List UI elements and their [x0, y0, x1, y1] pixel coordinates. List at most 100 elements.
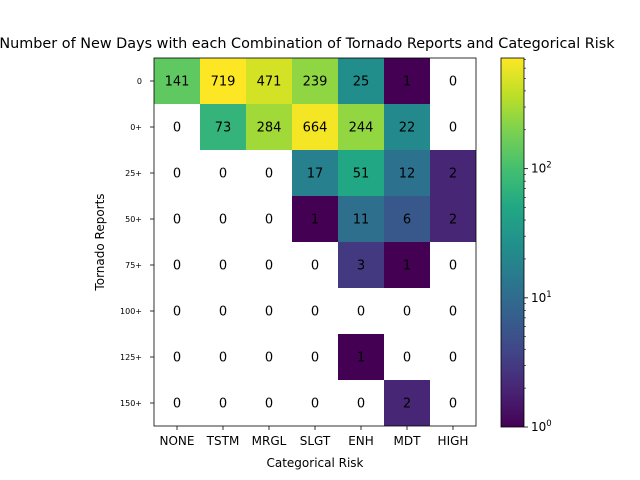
- colorbar-tick-label: 101: [531, 290, 552, 305]
- x-tick-label: SLGT: [300, 434, 331, 448]
- cell-value-label: 0: [219, 213, 227, 228]
- colorbar-tick-label: 102: [531, 161, 552, 176]
- heatmap-cell: [292, 150, 338, 196]
- cell-value-label: 284: [257, 121, 282, 136]
- cell-value-label: 0: [219, 167, 227, 182]
- x-tick-label: TSTM: [206, 434, 240, 448]
- heatmap-cell: [246, 104, 292, 150]
- cell-value-label: 2: [449, 213, 457, 228]
- x-tick-label: ENH: [348, 434, 374, 448]
- heatmap-cell: [246, 196, 292, 242]
- cell-value-label: 0: [219, 305, 227, 320]
- heatmap-cell: [246, 288, 292, 334]
- heatmap-cell: [384, 334, 430, 380]
- heatmap-cell: [292, 334, 338, 380]
- x-tick-label: MRGL: [252, 434, 287, 448]
- cell-value-label: 0: [265, 259, 273, 274]
- heatmap-cell: [200, 104, 246, 150]
- cell-value-label: 0: [311, 259, 319, 274]
- cell-value-label: 0: [311, 351, 319, 366]
- heatmap-cell: [154, 288, 200, 334]
- cell-value-label: 664: [303, 121, 328, 136]
- y-tick-label: 75+: [125, 261, 142, 270]
- heatmap-cell: [154, 380, 200, 426]
- cell-value-label: 25: [353, 75, 370, 90]
- cell-value-label: 0: [173, 213, 181, 228]
- y-tick-label: 25+: [125, 169, 142, 178]
- cell-value-label: 11: [353, 213, 370, 228]
- x-axis-label: Categorical Risk: [266, 456, 363, 470]
- heatmap-cell: [430, 104, 476, 150]
- heatmap-cell: [430, 196, 476, 242]
- cell-value-label: 0: [357, 397, 365, 412]
- cell-value-label: 22: [399, 121, 416, 136]
- cell-value-label: 471: [257, 75, 282, 90]
- heatmap-cell: [384, 150, 430, 196]
- cell-value-label: 0: [265, 397, 273, 412]
- heatmap-cell: [292, 242, 338, 288]
- cell-value-label: 3: [357, 259, 365, 274]
- heatmap-cell: [200, 288, 246, 334]
- x-tick-label: NONE: [160, 434, 195, 448]
- cell-value-label: 0: [219, 351, 227, 366]
- colorbar-tick-label: 100: [531, 419, 552, 434]
- heatmap-axes: NONE TSTM MRGL SLGT ENH MDT HIGH00+25+50+75+10…: [120, 57, 477, 448]
- heatmap-cell: [338, 58, 384, 104]
- heatmap-cell: [154, 104, 200, 150]
- heatmap-cell: [154, 196, 200, 242]
- heatmap-cell: [200, 380, 246, 426]
- heatmap-cell: [338, 242, 384, 288]
- cell-value-label: 0: [265, 351, 273, 366]
- cell-value-label: 0: [449, 305, 457, 320]
- cell-value-label: 0: [219, 397, 227, 412]
- heatmap-cell: [200, 150, 246, 196]
- cell-value-label: 244: [349, 121, 374, 136]
- heatmap-cell: [292, 196, 338, 242]
- heatmap-cell: [200, 242, 246, 288]
- cell-value-label: 0: [173, 351, 181, 366]
- heatmap-cell: [200, 196, 246, 242]
- cell-value-labels: 141 719 471 239 25 1 00 73 284 664 244 22 00 0 0 17 51 12…: [165, 75, 458, 412]
- cell-value-label: 0: [219, 259, 227, 274]
- heatmap-cell: [200, 334, 246, 380]
- cell-value-label: 0: [311, 305, 319, 320]
- cell-value-label: 0: [449, 397, 457, 412]
- heatmap-cell: [246, 150, 292, 196]
- cell-value-label: 2: [403, 397, 411, 412]
- y-tick-label: 0: [137, 77, 142, 86]
- heatmap-cell: [384, 196, 430, 242]
- chart-title: Number of New Days with each Combination…: [0, 36, 615, 52]
- cell-value-label: 0: [173, 259, 181, 274]
- cell-value-label: 0: [449, 259, 457, 274]
- colorbar-gradient: [500, 57, 525, 428]
- heatmap-cell: [338, 288, 384, 334]
- y-tick-label: 125+: [120, 353, 142, 362]
- cell-value-label: 0: [403, 305, 411, 320]
- cell-value-label: 0: [449, 351, 457, 366]
- cell-value-label: 1: [403, 75, 411, 90]
- heatmap-cell: [292, 288, 338, 334]
- heatmap-cell: [338, 104, 384, 150]
- cell-value-label: 0: [265, 213, 273, 228]
- heatmap-cells: [154, 58, 476, 426]
- heatmap-cell: [338, 150, 384, 196]
- cell-value-label: 1: [403, 259, 411, 274]
- heatmap-cell: [200, 58, 246, 104]
- heatmap-cell: [384, 242, 430, 288]
- cell-value-label: 0: [173, 121, 181, 136]
- heatmap-cell: [430, 150, 476, 196]
- cell-value-label: 6: [403, 213, 411, 228]
- cell-value-label: 0: [173, 167, 181, 182]
- heatmap-cell: [246, 242, 292, 288]
- y-tick-label: 50+: [125, 215, 142, 224]
- heatmap-cell: [246, 334, 292, 380]
- heatmap-cell: [384, 380, 430, 426]
- cell-value-label: 1: [357, 351, 365, 366]
- heatmap-cell: [430, 242, 476, 288]
- heatmap-cell: [154, 58, 200, 104]
- heatmap-cell: [338, 196, 384, 242]
- heatmap-cell: [292, 104, 338, 150]
- cell-value-label: 0: [311, 397, 319, 412]
- y-tick-label: 100+: [120, 307, 142, 316]
